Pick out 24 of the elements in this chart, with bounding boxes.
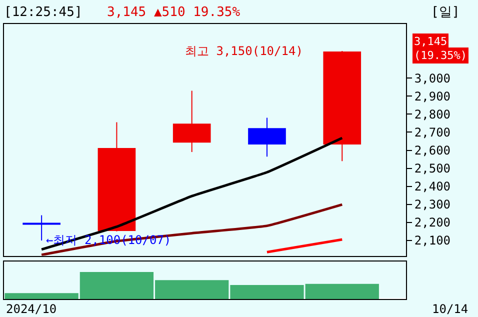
line-series bbox=[40, 203, 344, 256]
text: 10/14 bbox=[432, 302, 468, 316]
y-tick-label: 2,300 bbox=[414, 198, 451, 212]
y-tick-label: 2,400 bbox=[414, 180, 451, 194]
text: [일] bbox=[431, 5, 460, 20]
y-tick-label: 2,700 bbox=[414, 125, 451, 140]
y-tick-label: 2,600 bbox=[414, 143, 451, 158]
y-tick-label: 2,800 bbox=[414, 107, 451, 122]
text: 2024/10 bbox=[6, 302, 57, 316]
y-tick-label: 2,900 bbox=[414, 89, 451, 104]
y-tick-label: 2,100 bbox=[414, 234, 451, 248]
annotation: 최고 3,150(10/14) bbox=[185, 44, 303, 58]
text: (19.35%) bbox=[414, 49, 467, 62]
candlestick bbox=[98, 122, 136, 232]
y-tick-label: 2,200 bbox=[414, 216, 451, 230]
line-series bbox=[40, 136, 344, 251]
y-tick-label: 3,000 bbox=[414, 71, 451, 86]
candlestick bbox=[248, 117, 286, 158]
candlestick bbox=[323, 50, 362, 162]
y-tick-label: 2,500 bbox=[414, 161, 451, 176]
chart-title: [12:25:45] bbox=[4, 5, 82, 20]
chart-subtitle: 3,145 ▲510 19.35% bbox=[107, 5, 240, 20]
text: 3,145 bbox=[414, 35, 448, 48]
candlestick bbox=[172, 90, 211, 153]
